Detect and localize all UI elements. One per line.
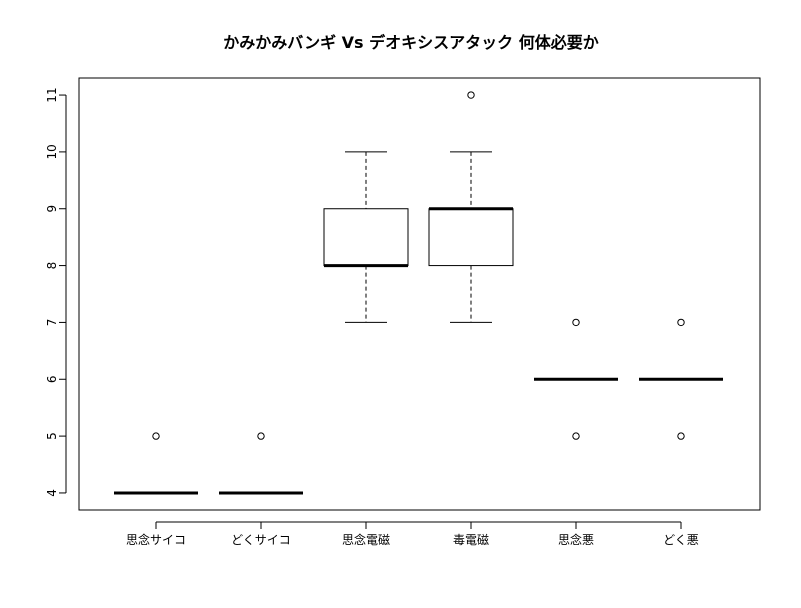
x-tick-label: 毒電磁 (453, 532, 489, 547)
box-6 (639, 318, 723, 440)
x-axis: 思念サイコ どくサイコ 思念電磁 毒電磁 思念悪 どく悪 (126, 521, 699, 547)
y-tick-label: 10 (45, 144, 59, 159)
box-2 (219, 432, 303, 495)
y-tick-label: 11 (45, 87, 59, 102)
iqr-box (428, 208, 514, 267)
x-tick-label: 思念サイコ (126, 532, 186, 547)
outlier-point (152, 432, 160, 440)
x-tick-label: どく悪 (663, 533, 699, 547)
x-tick-label: 思念悪 (558, 532, 594, 547)
box-1 (114, 432, 198, 495)
outlier-point (257, 432, 265, 440)
box-series (114, 91, 723, 495)
box-3 (323, 151, 409, 323)
outlier-point (572, 432, 580, 440)
box-5 (534, 318, 618, 440)
y-tick-label: 8 (45, 262, 59, 270)
y-tick-label: 4 (45, 489, 59, 497)
y-tick-label: 5 (45, 432, 59, 440)
x-tick-label: どくサイコ (231, 533, 291, 547)
iqr-box (323, 208, 409, 267)
outlier-point (572, 318, 580, 327)
y-tick-label: 9 (45, 205, 59, 213)
x-tick-label: 思念電磁 (342, 532, 390, 547)
y-tick-label: 6 (45, 375, 59, 383)
plot-frame (78, 77, 761, 511)
chart-title: かみかみバンギ Vs デオキシスアタック 何体必要か (223, 33, 598, 52)
y-tick-label: 7 (45, 319, 59, 327)
y-axis: 4 5 6 7 8 9 10 11 (45, 87, 67, 497)
outlier-point (677, 432, 685, 440)
box-4 (428, 91, 514, 323)
outlier-point (467, 91, 475, 99)
outlier-point (677, 318, 685, 327)
